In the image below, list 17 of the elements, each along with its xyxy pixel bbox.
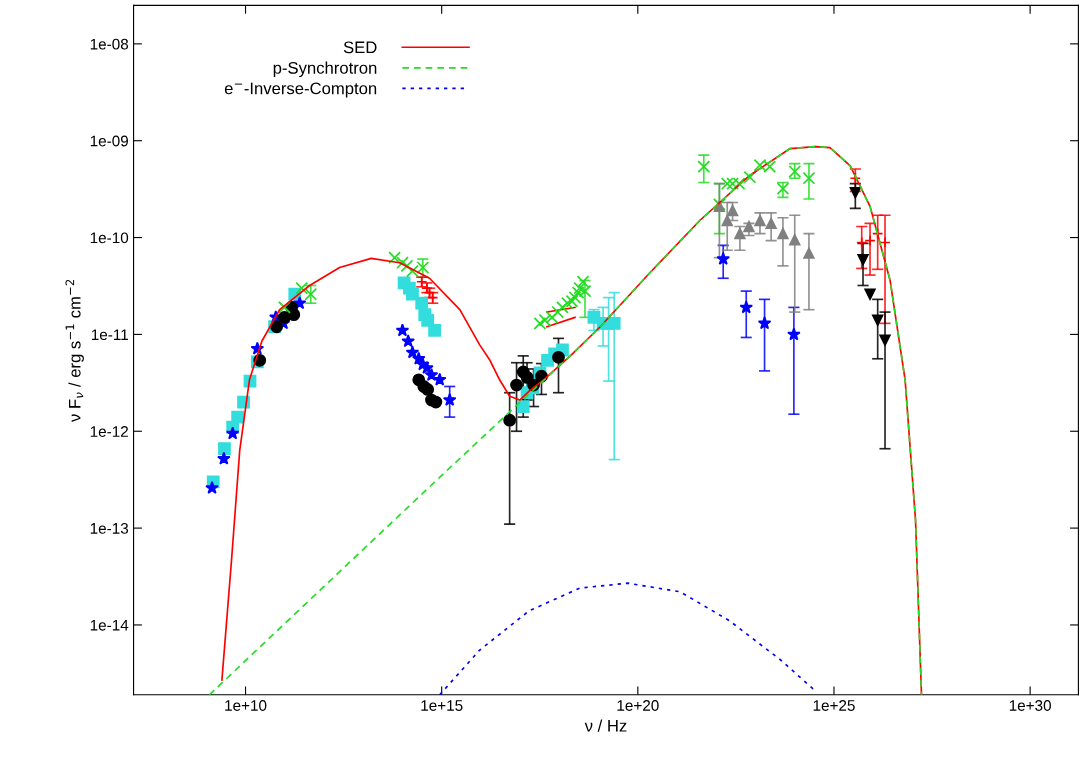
y-axis-title: ν F$_{ν}$ / erg s$^{−1}$ cm$^{−2}$ bbox=[65, 279, 84, 422]
y-tick-label: 1e-11 bbox=[91, 329, 128, 341]
legend-label: SED bbox=[343, 41, 377, 54]
x-axis-title: ν / Hz bbox=[584, 719, 627, 732]
x-tick-label: 1e+20 bbox=[617, 700, 659, 711]
y-tick-label: 1e-12 bbox=[90, 426, 128, 437]
y-tick-label: 1e-14 bbox=[90, 619, 129, 631]
y-tick-label: 1e-13 bbox=[90, 522, 129, 534]
x-tick-label: 1e+10 bbox=[225, 700, 267, 711]
y-tick-label: 1e-09 bbox=[90, 135, 128, 147]
x-tick-label: 1e+25 bbox=[813, 700, 855, 711]
x-tick-label: 1e+30 bbox=[1009, 700, 1051, 711]
legend-label: p-Synchrotron bbox=[273, 61, 377, 78]
x-tick-label: 1e+15 bbox=[421, 700, 463, 711]
y-tick-label: 1e-10 bbox=[90, 232, 129, 244]
y-tick-label: 1e-08 bbox=[90, 38, 129, 50]
legend-label: e$^{−}$-Inverse-Compton bbox=[224, 82, 377, 98]
